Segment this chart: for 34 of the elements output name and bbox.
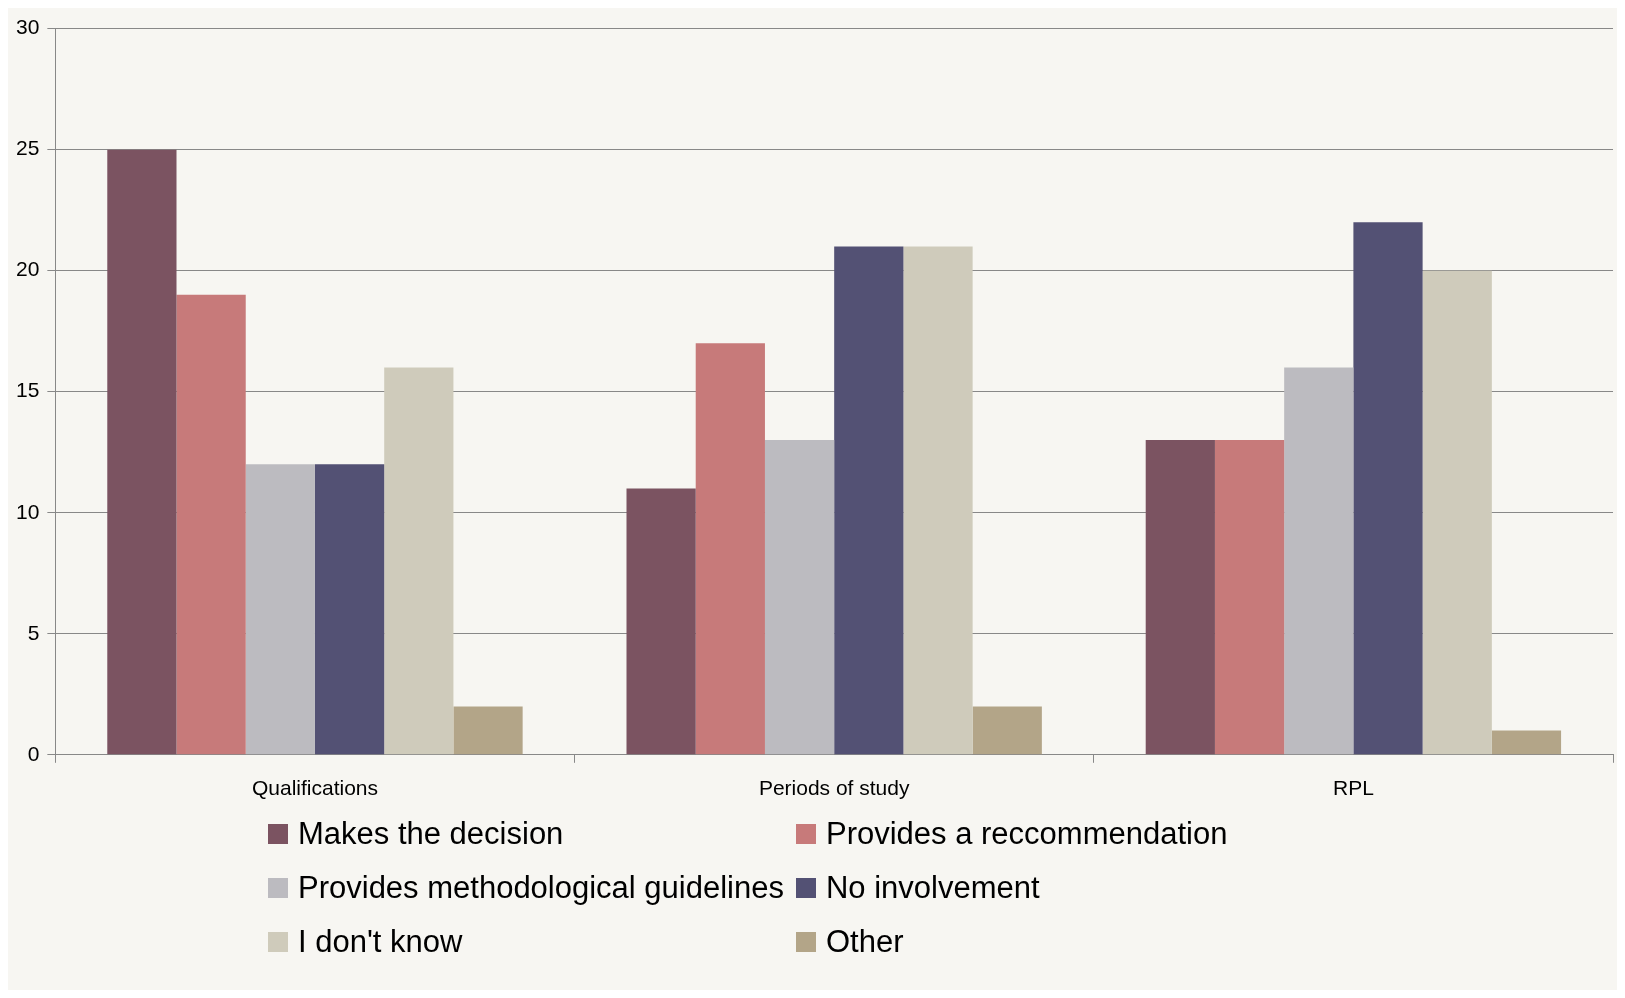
bar [1353,222,1423,755]
bar [764,440,835,755]
legend-label: No involvement [825,870,1040,906]
x-tick-label: Periods of study [758,776,910,800]
bar [176,294,246,755]
x-tick-label: Qualifications [251,776,378,800]
legend-label: Provides methodological guidelines [298,870,784,906]
bar [1145,440,1215,755]
bar [1214,440,1285,755]
x-tick-label: RPL [1332,776,1374,800]
legend-label: Provides a reccommendation [825,816,1228,852]
bar [834,246,904,755]
bar [1284,367,1354,755]
y-tick-label: 30 [16,15,40,39]
legend-label: I don't know [298,924,463,960]
y-tick-label: 15 [16,378,40,402]
y-tick-label: 20 [16,257,40,281]
y-tick-label: 25 [16,136,40,160]
bar [107,149,177,755]
bar [384,367,454,755]
bar [903,246,973,755]
bar [695,343,765,755]
y-tick-label: 10 [16,499,40,523]
bar [972,706,1042,755]
bar [314,464,385,755]
y-tick-label: 5 [27,620,40,644]
bar [1491,730,1562,755]
bar [453,706,523,755]
legend-label: Other [825,924,904,960]
y-tick-label: 0 [27,741,40,765]
bar [626,488,696,755]
bar [245,464,315,755]
legend-label: Makes the decision [298,816,564,852]
bar [1422,270,1492,755]
